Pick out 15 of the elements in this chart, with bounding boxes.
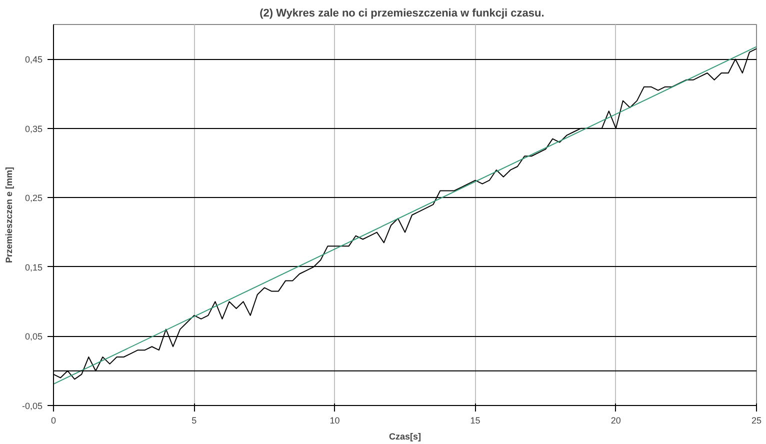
chart-title: (2) Wykres zale no ci przemieszczenia w funkcji czasu.: [260, 8, 544, 20]
y-tick-label: 0,15: [24, 262, 43, 272]
x-tick-label: 25: [751, 416, 762, 426]
x-axis-title: Czas[s]: [388, 432, 422, 442]
y-tick-label: 0,45: [24, 54, 43, 65]
y-tick-label: 0,05: [24, 332, 43, 342]
y-tick-label: 0,35: [24, 124, 43, 134]
x-tick-label: 10: [330, 416, 340, 426]
y-tick-label: -0,05: [22, 401, 42, 411]
x-tick-label: 20: [610, 416, 621, 426]
x-tick-label: 5: [192, 416, 197, 426]
y-tick-label: 0,25: [24, 193, 43, 204]
y-axis-title: Przemieszczen e [mm]: [4, 166, 14, 264]
x-tick-label: 0: [50, 416, 56, 426]
x-tick-label: 15: [470, 416, 480, 426]
